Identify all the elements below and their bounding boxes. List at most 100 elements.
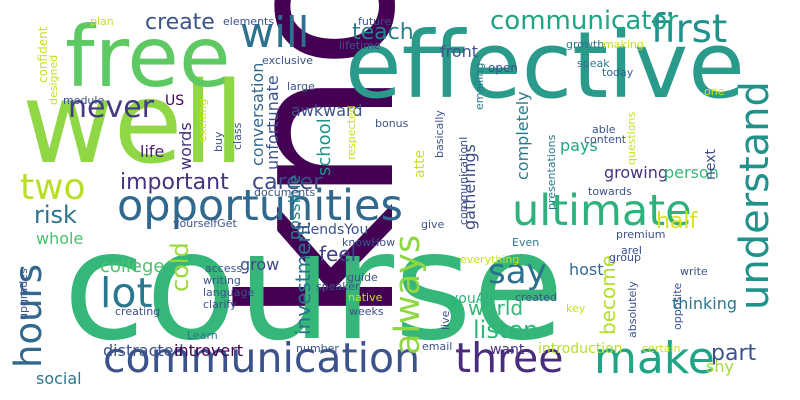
word-lot: lot	[100, 269, 153, 317]
word-growing: growing	[604, 163, 668, 182]
word-presentations: presentations	[545, 134, 558, 210]
word-next: next	[703, 148, 719, 180]
word-everything: everything	[460, 253, 520, 266]
word-buy: buy	[212, 131, 225, 152]
word-awkward: awkward	[291, 101, 363, 120]
word-youAll: youAll	[450, 291, 494, 307]
word-email: email	[422, 340, 453, 353]
word-will: will	[240, 8, 310, 57]
word-three: three	[455, 334, 564, 382]
word-writing: writing	[203, 274, 241, 287]
word-speaker: speaker	[316, 280, 360, 293]
word-certain: certain	[642, 342, 681, 355]
word-school: school	[314, 118, 335, 176]
word-class: class	[231, 122, 244, 150]
word-upgrades: upgrades	[17, 268, 30, 320]
word-areI: areI	[621, 244, 643, 257]
word-make: make	[594, 333, 715, 384]
word-exclusive: exclusive	[262, 54, 314, 67]
word-open: open	[488, 61, 518, 75]
word-never: never	[68, 90, 155, 125]
word-college: college	[100, 256, 165, 277]
word-effective: effective	[345, 12, 745, 119]
word-number: number	[296, 342, 339, 355]
word-exciting: exciting	[196, 98, 209, 142]
word-always: always	[388, 234, 428, 355]
word-pays: pays	[560, 136, 598, 155]
word-towards: towards	[588, 185, 632, 198]
word-two: two	[20, 167, 86, 208]
word-introvert: introvert	[174, 341, 244, 360]
word-distracted: distracted	[103, 341, 184, 360]
word-words: words	[176, 122, 195, 170]
word-basically: basically	[433, 110, 446, 158]
word-communicator: communicator	[490, 6, 679, 36]
word-plan: plan	[90, 15, 114, 28]
word-language: language	[203, 286, 255, 299]
word-today: today	[602, 66, 634, 79]
word-social: social	[36, 369, 82, 388]
word-risk: risk	[34, 201, 77, 229]
word-premium: premium	[616, 228, 666, 241]
word-whole: whole	[36, 229, 84, 248]
word-designed: designed	[47, 54, 60, 105]
word-communication: communication	[103, 334, 421, 382]
word-future: future	[358, 15, 392, 28]
word-yourselfGet: yourselfGet	[173, 217, 237, 230]
word-course: course	[63, 200, 565, 374]
word-half: half	[656, 209, 698, 234]
word-first: first	[651, 7, 728, 52]
word-free: free	[65, 8, 231, 106]
word-speak: speak	[577, 57, 610, 70]
word-understand: understand	[732, 81, 778, 310]
word-content: content	[584, 133, 627, 146]
word-questions: questions	[625, 111, 638, 165]
word-listen: listen	[473, 316, 539, 344]
word-host: host	[569, 260, 604, 279]
word-clarify: clarify	[203, 298, 237, 311]
word-created: created	[515, 291, 557, 304]
word-want: want	[490, 342, 525, 358]
word-group: group	[609, 251, 641, 264]
word-introduction: introduction	[538, 341, 623, 357]
word-completely: completely	[513, 91, 532, 180]
word-thinking: thinking	[672, 294, 738, 313]
word-absolutely: absolutely	[626, 281, 639, 338]
word-key: key	[566, 302, 586, 315]
word-live: live	[439, 310, 452, 330]
word-give: give	[421, 218, 445, 231]
word-say: say	[488, 252, 547, 292]
word-elements: elements	[223, 15, 275, 28]
word-teach: teach	[352, 20, 414, 45]
word-making: making	[603, 38, 644, 51]
word-person: person	[664, 163, 719, 182]
word-important: important	[120, 170, 229, 195]
word-opportunities: opportunities	[117, 181, 403, 231]
word-knowHow: knowHow	[342, 236, 396, 249]
word-feel: feel	[319, 242, 357, 266]
word-atte: atte	[412, 149, 428, 178]
word-weeks: weeks	[349, 305, 384, 318]
word-front: front	[440, 42, 479, 61]
word-US: US	[165, 93, 185, 109]
word-career: career	[252, 170, 323, 195]
word-respected: respected	[345, 105, 358, 160]
word-communicationI: communicationI	[457, 136, 470, 225]
word-able: able	[592, 123, 616, 136]
word-Even: Even	[512, 236, 540, 249]
word-module: module	[63, 94, 105, 107]
word-well: well	[22, 59, 245, 189]
word-unfortunate: unfortunate	[263, 75, 282, 170]
word-emailing: emailing	[473, 62, 486, 110]
word-friendsYou: friendsYou	[296, 222, 369, 238]
word-guide: guide	[347, 271, 378, 284]
word-Learn: Learn	[187, 329, 218, 342]
word-shy: shy	[706, 357, 734, 376]
word-ultimate: ultimate	[512, 186, 692, 236]
word-one: one	[704, 85, 725, 98]
word-creating: creating	[115, 305, 161, 318]
word-part: part	[711, 341, 757, 366]
word-grow: grow	[240, 255, 280, 274]
word-native: native	[348, 291, 383, 304]
